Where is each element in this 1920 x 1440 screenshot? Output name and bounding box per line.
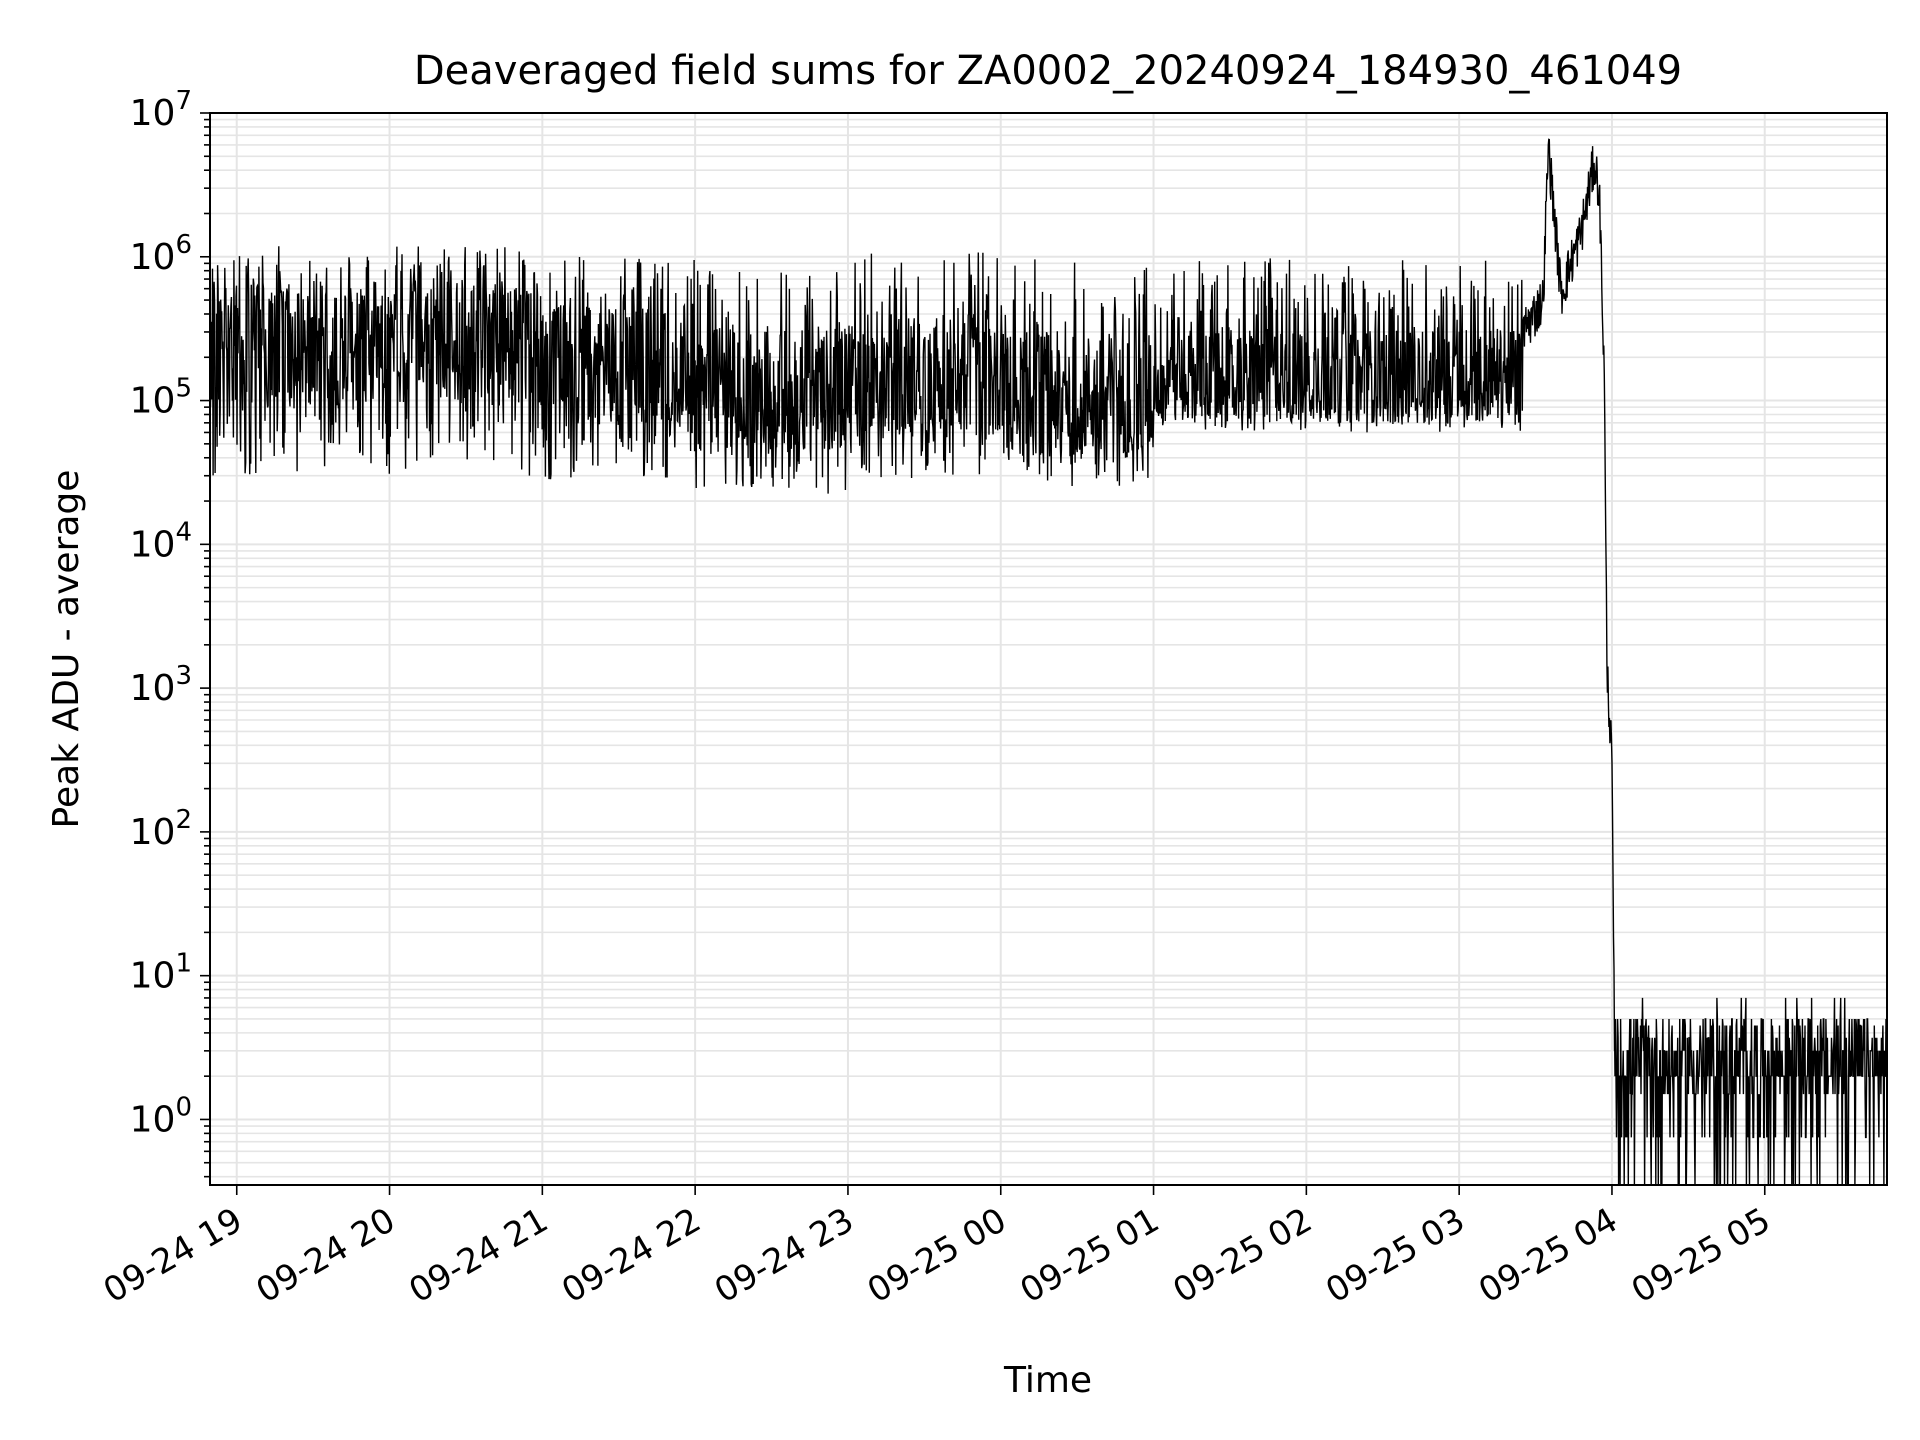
y-tick-label: 100 — [130, 1092, 192, 1140]
y-tick-label: 101 — [130, 949, 192, 997]
y-tick-label: 105 — [130, 374, 192, 422]
y-tick-label: 102 — [130, 805, 192, 853]
x-axis-label: Time — [1003, 1360, 1092, 1401]
y-tick-label: 103 — [130, 661, 192, 709]
grid — [210, 112, 1887, 1185]
data-line — [210, 138, 1887, 1185]
y-tick-label: 106 — [130, 230, 192, 278]
chart-title: Deaveraged field sums for ZA0002_2024092… — [414, 48, 1682, 94]
series-line — [210, 138, 1887, 1185]
y-axis-label: Peak ADU - average — [46, 470, 87, 829]
y-tick-label: 107 — [130, 86, 192, 134]
y-tick-label: 104 — [130, 517, 192, 565]
plot-frame — [209, 112, 1888, 1186]
